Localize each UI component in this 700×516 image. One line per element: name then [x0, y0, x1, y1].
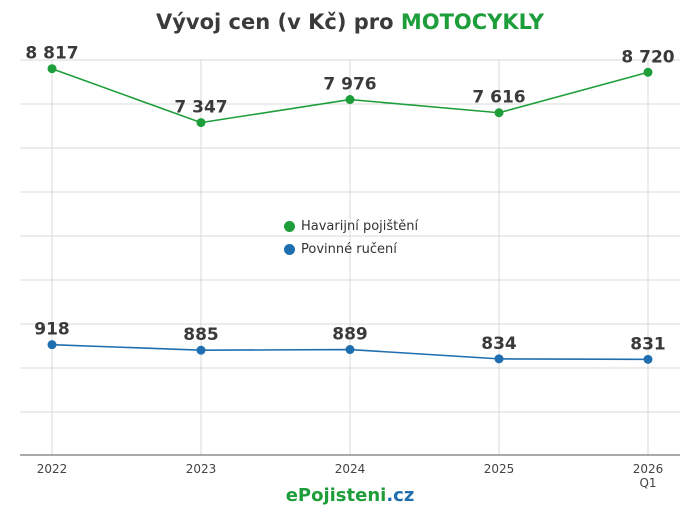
- chart-title: Vývoj cen (v Kč) pro MOTOCYKLY: [0, 10, 700, 34]
- legend-swatch-green: [284, 221, 295, 232]
- data-label: 889: [332, 325, 368, 345]
- x-tick-label: 2022: [37, 462, 68, 476]
- data-point: [196, 118, 206, 128]
- chart-title-prefix: Vývoj cen (v Kč) pro: [155, 10, 401, 34]
- x-tick-label: 2023: [186, 462, 217, 476]
- data-point: [494, 108, 504, 118]
- data-point: [643, 354, 653, 364]
- chart-title-highlight: MOTOCYKLY: [400, 10, 544, 34]
- x-tick-label: 2026 Q1: [633, 462, 664, 490]
- data-point: [47, 340, 57, 350]
- data-label: 7 976: [323, 75, 376, 95]
- data-label: 885: [183, 325, 219, 345]
- data-label: 8 720: [621, 47, 674, 67]
- legend-item-havarijni: Havarijní pojištění: [284, 215, 418, 238]
- x-tick-label: 2025: [484, 462, 515, 476]
- data-label: 831: [630, 334, 666, 354]
- legend-swatch-blue: [284, 244, 295, 255]
- data-point: [643, 67, 653, 77]
- data-label: 7 347: [174, 98, 227, 118]
- data-label: 8 817: [25, 44, 78, 64]
- data-point: [196, 345, 206, 355]
- legend-label-havarijni: Havarijní pojištění: [301, 219, 419, 234]
- legend-item-povinne: Povinné ručení: [284, 238, 418, 261]
- x-tick-label: 2024: [335, 462, 366, 476]
- footer-brand-tld: .cz: [386, 485, 415, 506]
- legend-label-povinne: Povinné ručení: [301, 242, 397, 257]
- data-point: [345, 95, 355, 105]
- data-point: [345, 345, 355, 355]
- legend: Havarijní pojištění Povinné ručení: [284, 215, 418, 261]
- data-label: 834: [481, 334, 517, 354]
- data-point: [47, 64, 57, 74]
- data-point: [494, 354, 504, 364]
- data-label: 7 616: [472, 88, 525, 108]
- footer-brand: ePojisteni.cz: [0, 485, 700, 506]
- data-label: 918: [34, 320, 70, 340]
- footer-brand-e: e: [285, 485, 298, 506]
- footer-brand-name: Pojisteni: [297, 485, 387, 506]
